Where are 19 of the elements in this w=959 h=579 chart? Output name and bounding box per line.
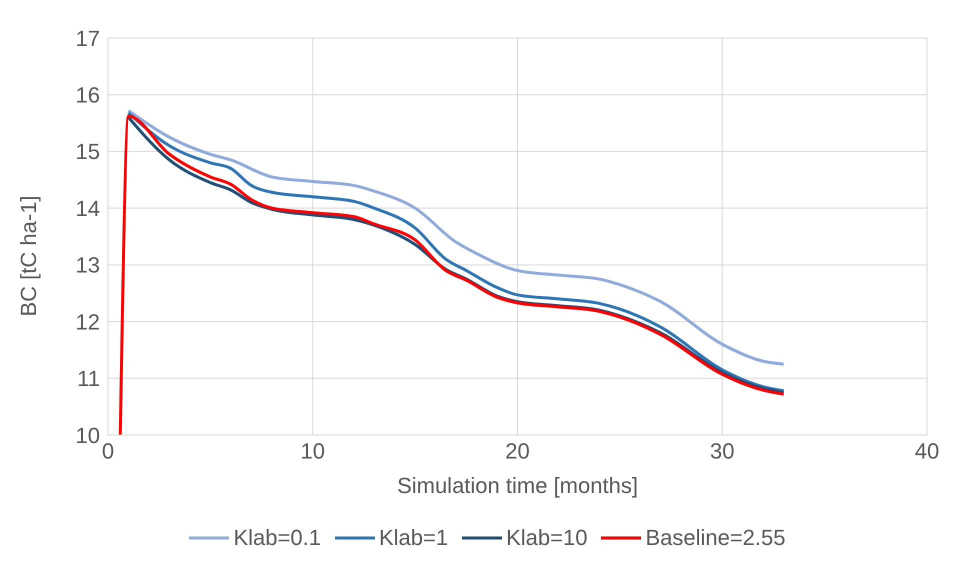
y-tick-label: 17 — [76, 26, 100, 51]
y-tick-label: 10 — [76, 422, 100, 448]
x-tick-label: 0 — [102, 438, 114, 464]
legend-label: Klab=1 — [378, 525, 448, 551]
x-axis-title: Simulation time [months] — [397, 473, 638, 498]
y-tick-label: 16 — [76, 82, 100, 108]
y-tick-label: 14 — [76, 196, 100, 221]
y-axis-title: BC [tC ha-1] — [16, 195, 41, 316]
legend-label: Klab=10 — [506, 525, 588, 551]
y-tick-label: 13 — [76, 252, 100, 278]
x-tick-label: 10 — [300, 438, 325, 464]
x-tick-label: 30 — [710, 438, 734, 464]
x-tick-label: 20 — [505, 438, 530, 464]
y-tick-label: 15 — [76, 139, 100, 164]
x-tick-label: 40 — [914, 438, 940, 464]
y-tick-label: 11 — [77, 366, 100, 392]
y-tick-label: 12 — [76, 309, 100, 334]
legend-label: Baseline=2.55 — [645, 525, 786, 551]
legend-label: Klab=0.1 — [233, 525, 321, 551]
